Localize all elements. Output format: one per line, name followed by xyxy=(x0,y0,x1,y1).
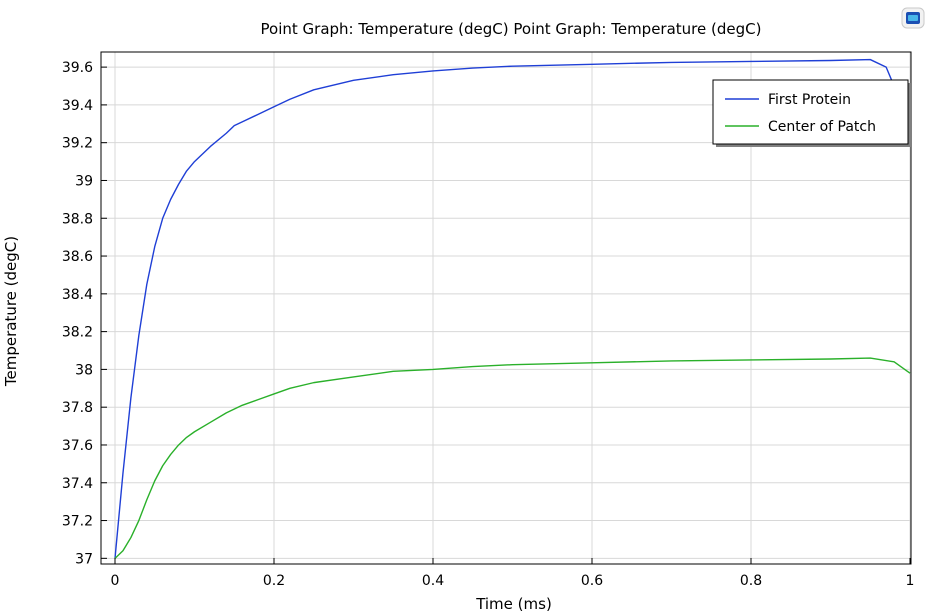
y-axis-label: Temperature (degC) xyxy=(2,236,20,387)
axis-ticks: 0 0.2 0.4 0.6 0.8 1 37 37.2 37.4 37.6 37.8 38 38.2 38… xyxy=(62,60,915,589)
y-tick-label-2: 37.4 xyxy=(62,476,93,492)
y-tick-label-13: 39.6 xyxy=(62,60,93,76)
y-tick-label-11: 39.2 xyxy=(62,136,93,152)
x-tick-label-2: 0.4 xyxy=(422,573,444,589)
chart-title: Point Graph: Temperature (degC) Point Gr… xyxy=(261,20,762,38)
y-tick-label-6: 38.2 xyxy=(62,325,93,341)
y-tick-label-3: 37.6 xyxy=(62,438,93,454)
legend-label-1: Center of Patch xyxy=(768,119,876,135)
y-tick-label-9: 38.8 xyxy=(62,211,93,227)
x-tick-label-1: 0.2 xyxy=(263,573,285,589)
y-tick-label-8: 38.6 xyxy=(62,249,93,265)
y-tick-label-0: 37 xyxy=(75,551,93,567)
x-tick-label-5: 1 xyxy=(906,573,915,589)
series-line-1 xyxy=(114,357,911,559)
series-line-0 xyxy=(114,58,911,559)
x-axis-label: Time (ms) xyxy=(475,595,552,612)
legend-box xyxy=(712,79,909,145)
x-tick-label-0: 0 xyxy=(111,573,120,589)
y-tick-label-7: 38.4 xyxy=(62,287,93,303)
legend: First Protein Center of Patch xyxy=(712,79,911,147)
y-tick-label-5: 38 xyxy=(75,362,93,378)
grid xyxy=(101,52,911,564)
plot-frame xyxy=(100,51,912,565)
series-layer xyxy=(114,58,911,559)
legend-label-0: First Protein xyxy=(768,92,851,108)
y-tick-label-10: 39 xyxy=(75,173,93,189)
y-tick-label-12: 39.4 xyxy=(62,98,93,114)
y-tick-label-4: 37.8 xyxy=(62,400,93,416)
x-tick-label-3: 0.6 xyxy=(581,573,603,589)
y-tick-label-1: 37.2 xyxy=(62,514,93,530)
window-icon[interactable] xyxy=(901,7,925,29)
x-tick-label-4: 0.8 xyxy=(740,573,762,589)
